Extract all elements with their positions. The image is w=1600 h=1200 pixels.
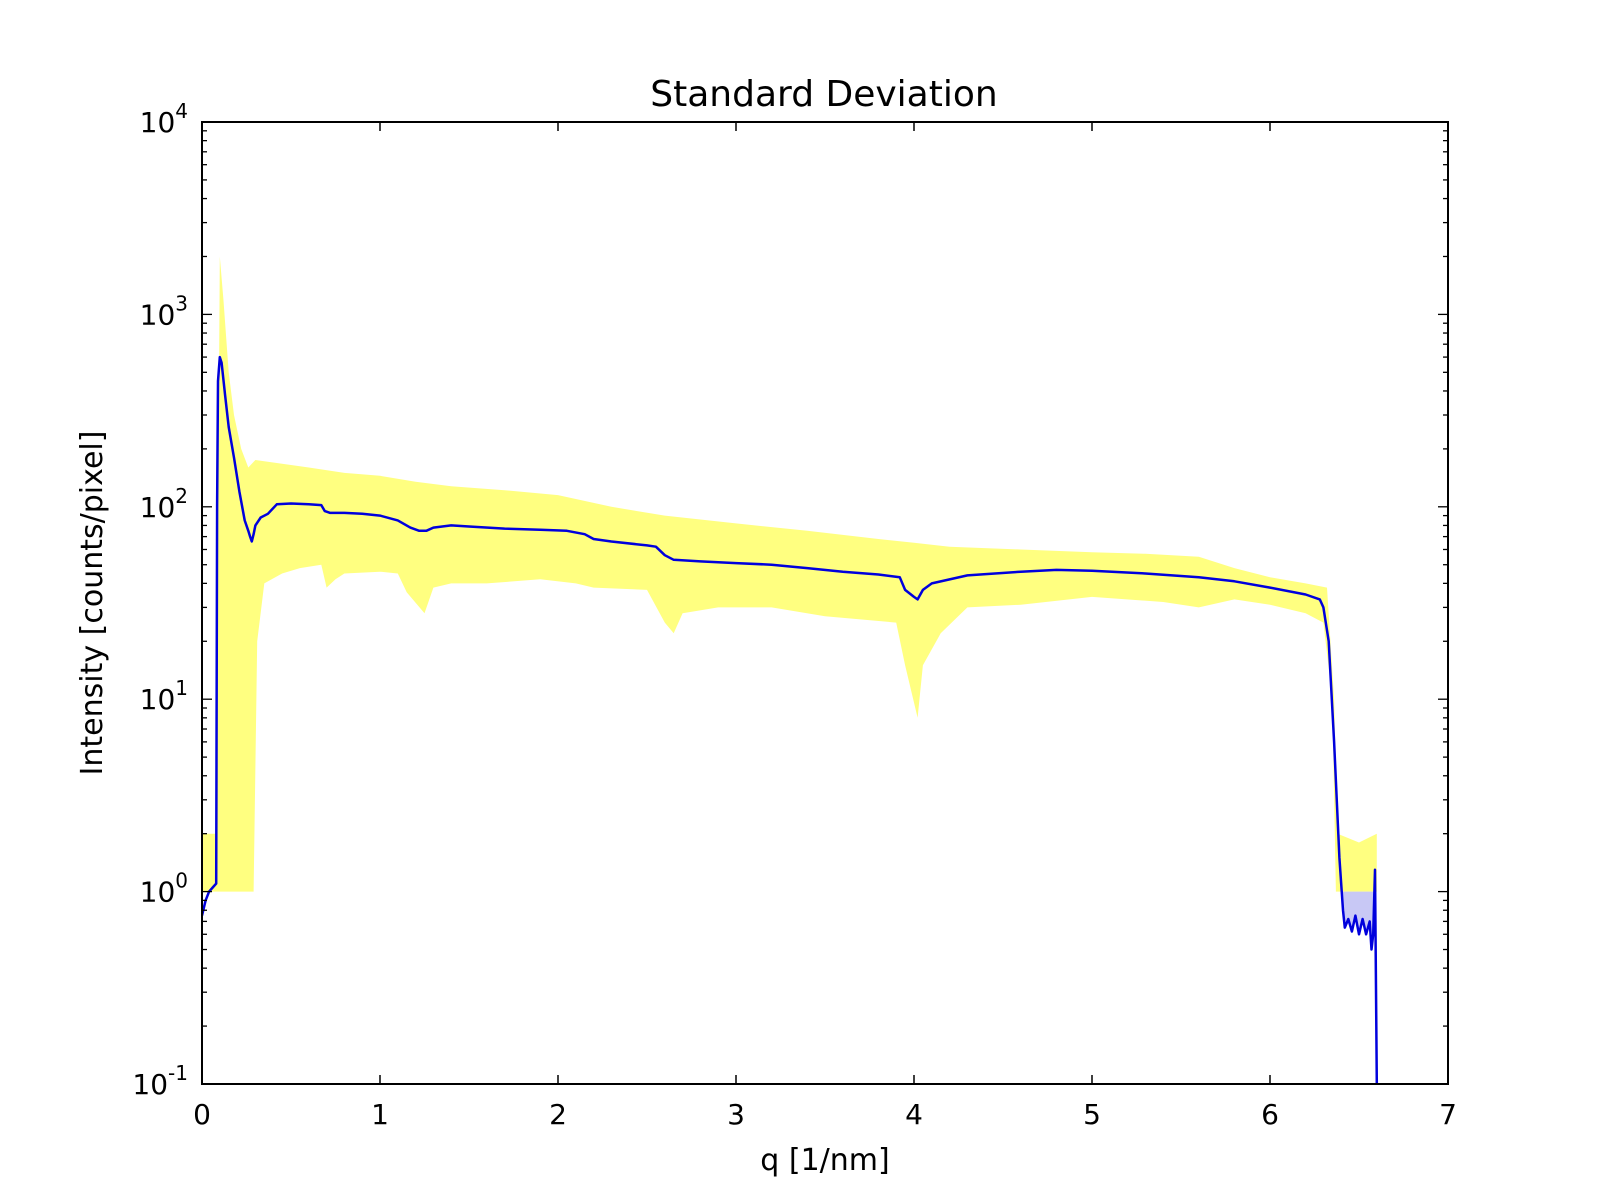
y-axis-label: Intensity [counts/pixel] — [75, 431, 110, 776]
x-tick-label: 5 — [1083, 1098, 1101, 1131]
x-tick-label: 3 — [727, 1098, 745, 1131]
y-tick-label: 10-1 — [132, 1061, 188, 1101]
low-band — [1343, 891, 1375, 950]
plot-frame — [201, 121, 1449, 1085]
std-band — [202, 256, 1377, 892]
tick-labels: 0 1 2 3 4 5 6 7 10-1 100 101 102 103 104 — [132, 99, 1457, 1131]
chart-title: Standard Deviation — [650, 74, 997, 115]
x-tick-label: 0 — [193, 1098, 211, 1131]
x-tick-label: 2 — [549, 1098, 567, 1131]
y-tick-label: 100 — [140, 869, 188, 909]
y-tick-label: 104 — [140, 99, 188, 139]
y-tick-label: 103 — [140, 291, 188, 331]
y-tick-label: 102 — [140, 484, 188, 524]
x-axis-label: q [1/nm] — [760, 1143, 889, 1178]
intensity-line — [202, 355, 1379, 1084]
plot-area — [202, 256, 1379, 1084]
y-tick-label: 101 — [140, 676, 188, 716]
x-tick-label: 7 — [1439, 1098, 1457, 1131]
x-tick-label: 1 — [371, 1098, 389, 1131]
x-tick-label: 4 — [905, 1098, 923, 1131]
x-tick-label: 6 — [1261, 1098, 1279, 1131]
